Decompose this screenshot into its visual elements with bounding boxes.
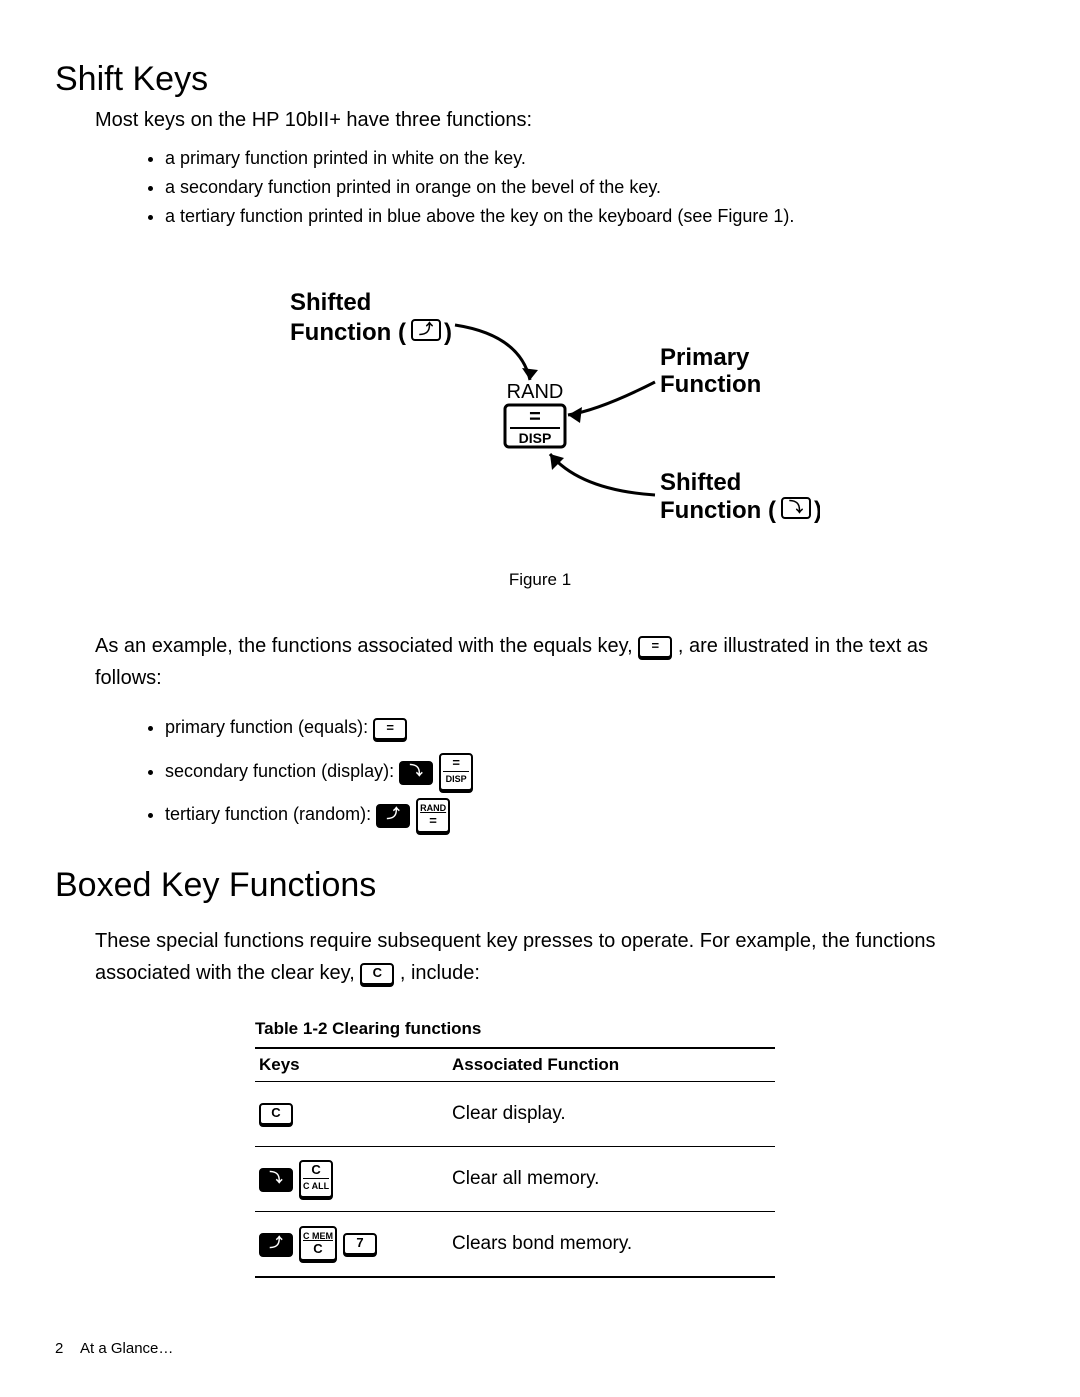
svg-text:Function: Function	[660, 371, 761, 398]
bullet: a primary function printed in white on t…	[165, 144, 1025, 173]
svg-text:Primary: Primary	[660, 344, 750, 371]
equals-key-icon: =	[638, 636, 672, 658]
svg-text:⤵: ⤵	[789, 499, 804, 515]
bullet: a tertiary function printed in blue abov…	[165, 202, 1025, 231]
disp-key-icon: =DISP	[439, 753, 473, 791]
shift-down-key-icon	[399, 761, 433, 783]
svg-text:Function (: Function (	[660, 497, 776, 524]
bullet: a secondary function printed in orange o…	[165, 173, 1025, 202]
svg-text:): )	[814, 497, 820, 524]
bullets-shift-keys: a primary function printed in white on t…	[165, 144, 1025, 230]
heading-boxed-key: Boxed Key Functions	[55, 866, 1025, 905]
svg-text:RAND: RAND	[507, 381, 564, 403]
c-key-icon: C	[259, 1103, 293, 1125]
example-paragraph: As an example, the functions associated …	[95, 630, 985, 694]
table-header-func: Associated Function	[448, 1048, 775, 1082]
seven-key-icon: 7	[343, 1233, 377, 1255]
rand-key-icon: RAND=	[416, 798, 450, 833]
shift-down-key-icon	[259, 1168, 293, 1190]
svg-text:Shifted: Shifted	[660, 469, 741, 496]
shift-up-key-icon	[376, 804, 410, 826]
intro-shift-keys: Most keys on the HP 10bII+ have three fu…	[95, 109, 1025, 132]
clear-key-icon: C	[360, 963, 394, 985]
page-footer: 2 At a Glance…	[55, 1340, 173, 1357]
svg-text:⤴: ⤴	[419, 321, 434, 337]
example-before: As an example, the functions associated …	[95, 635, 638, 657]
svg-text:Shifted: Shifted	[290, 289, 371, 316]
svg-text:=: =	[529, 406, 541, 428]
table-title: Table 1-2 Clearing functions	[255, 1019, 1025, 1039]
svg-text:DISP: DISP	[519, 430, 552, 446]
bullet-secondary: secondary function (display): =DISP	[165, 750, 1025, 793]
svg-text:): )	[444, 319, 452, 346]
call-key-icon: CC ALL	[299, 1160, 333, 1198]
clearing-functions-table: Keys Associated Function C Clear display…	[255, 1047, 775, 1278]
table-row: C Clear display.	[255, 1081, 775, 1146]
key-function-list: primary function (equals): = secondary f…	[165, 706, 1025, 836]
cmem-key-icon: C MEMC	[299, 1226, 337, 1261]
heading-shift-keys: Shift Keys	[55, 60, 1025, 99]
equals-key-icon: =	[373, 718, 407, 740]
figure-caption: Figure 1	[55, 570, 1025, 590]
bullet-primary: primary function (equals): =	[165, 706, 1025, 749]
table-header-keys: Keys	[255, 1048, 448, 1082]
bullet-tertiary: tertiary function (random): RAND=	[165, 793, 1025, 836]
svg-text:Function (: Function (	[290, 319, 406, 346]
table-row: CC ALL Clear all memory.	[255, 1146, 775, 1211]
figure-1: Shifted Function ( ⤴ ) Primary Function …	[55, 270, 1025, 550]
boxed-intro: These special functions require subseque…	[95, 925, 985, 989]
shift-up-key-icon	[259, 1233, 293, 1255]
table-row: C MEMC 7 Clears bond memory.	[255, 1211, 775, 1277]
